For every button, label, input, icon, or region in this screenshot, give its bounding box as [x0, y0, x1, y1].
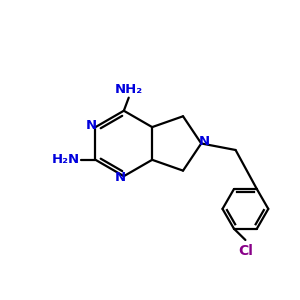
Text: N: N — [86, 119, 97, 132]
Text: N: N — [198, 135, 209, 148]
Text: H₂N: H₂N — [52, 153, 80, 166]
Text: NH₂: NH₂ — [115, 83, 143, 96]
Text: Cl: Cl — [238, 244, 253, 258]
Text: N: N — [114, 171, 125, 184]
